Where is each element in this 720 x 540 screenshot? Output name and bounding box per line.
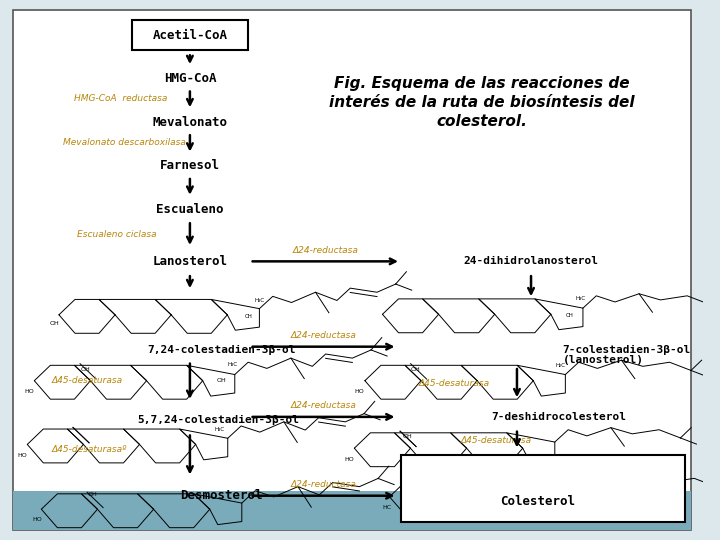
Text: HO: HO [32, 517, 42, 522]
Text: OH: OH [403, 434, 413, 440]
FancyBboxPatch shape [132, 20, 248, 50]
Text: Δ45-desaturasa: Δ45-desaturasa [418, 379, 490, 388]
Text: OH: OH [411, 367, 420, 372]
FancyBboxPatch shape [401, 455, 685, 522]
Text: HMG-CoA: HMG-CoA [163, 72, 216, 85]
Text: HO: HO [24, 389, 34, 395]
Text: Acetil-CoA: Acetil-CoA [153, 29, 228, 42]
Text: Δ45-desaturasa: Δ45-desaturasa [461, 436, 532, 444]
Text: OH: OH [87, 492, 97, 497]
FancyBboxPatch shape [13, 10, 690, 530]
Text: CH: CH [572, 493, 580, 498]
Text: H₃C: H₃C [575, 296, 585, 301]
Text: CH: CH [245, 314, 253, 319]
Text: colesterol.: colesterol. [436, 114, 527, 129]
Text: Mevalonato: Mevalonato [153, 116, 228, 129]
Text: 7-deshidrocolesterol: 7-deshidrocolesterol [492, 412, 626, 422]
Text: Δ24-reductasa: Δ24-reductasa [291, 480, 356, 489]
Text: H₃C: H₃C [227, 362, 237, 367]
Text: HMG-CoA  reductasa: HMG-CoA reductasa [74, 94, 167, 103]
Text: 7-colestadien-3β-ol: 7-colestadien-3β-ol [563, 345, 691, 355]
Text: H₃C: H₃C [254, 298, 264, 303]
Text: Mevalonato descarboxilasa: Mevalonato descarboxilasa [63, 138, 186, 147]
Text: 5,7,24-colestadien-3β-ol: 5,7,24-colestadien-3β-ol [137, 415, 299, 425]
Text: Fig. Esquema de las reacciones de: Fig. Esquema de las reacciones de [334, 76, 629, 91]
Text: Farnesol: Farnesol [160, 159, 220, 172]
Text: (lanosterol): (lanosterol) [563, 355, 644, 365]
FancyBboxPatch shape [13, 491, 690, 530]
Text: Escualeno: Escualeno [156, 203, 224, 216]
Text: Δ24-reductasa: Δ24-reductasa [292, 246, 359, 255]
Text: Δ45-desaturasa: Δ45-desaturasa [51, 376, 122, 384]
Text: HO: HO [344, 457, 354, 462]
Text: Δ24-reductasa: Δ24-reductasa [291, 401, 356, 410]
Text: OH: OH [438, 482, 448, 487]
Text: HO: HO [17, 453, 27, 458]
Text: 24-dihidrolanosterol: 24-dihidrolanosterol [464, 256, 598, 266]
Text: OH: OH [80, 367, 90, 372]
Text: Δ24-reductasa: Δ24-reductasa [291, 331, 356, 340]
Text: Colesterol: Colesterol [500, 495, 575, 508]
Text: interés de la ruta de biosíntesis del: interés de la ruta de biosíntesis del [329, 95, 634, 110]
Text: OH: OH [217, 378, 226, 383]
Text: OH: OH [50, 321, 60, 326]
Text: H₂C: H₂C [555, 363, 565, 368]
Text: H₃C: H₃C [215, 427, 225, 431]
Text: 7,24-colestadien-3β-ol: 7,24-colestadien-3β-ol [148, 345, 296, 355]
Text: HC: HC [382, 504, 392, 510]
Text: Δ45-desaturasaº: Δ45-desaturasaº [51, 445, 127, 454]
Text: H₃C: H₃C [582, 477, 593, 482]
Text: Desmosterol: Desmosterol [180, 489, 263, 502]
Text: Escualeno ciclasa: Escualeno ciclasa [77, 231, 157, 239]
Text: CH: CH [566, 313, 574, 318]
Text: Lanosterol: Lanosterol [153, 255, 228, 268]
Text: HO: HO [355, 389, 364, 395]
